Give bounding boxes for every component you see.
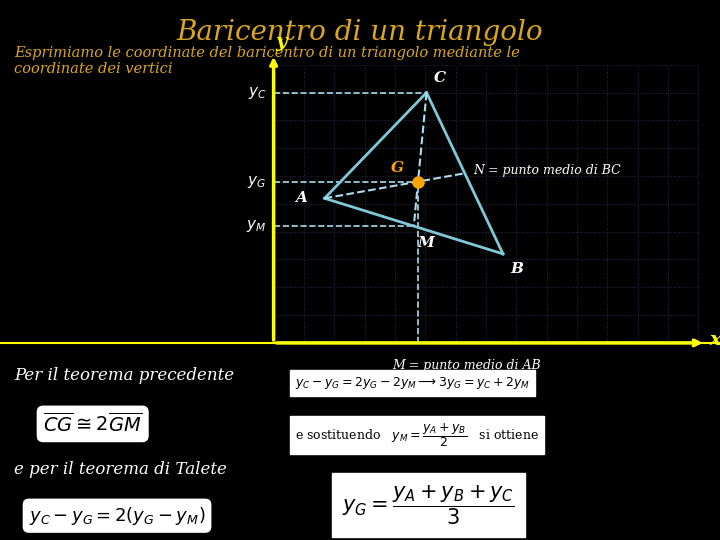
Text: y: y [275, 33, 287, 51]
Text: M: M [418, 236, 434, 250]
Text: G: G [391, 161, 404, 175]
Text: Per il teorema precedente: Per il teorema precedente [14, 367, 235, 384]
Text: $y_G$: $y_G$ [247, 173, 266, 190]
Text: $y_G = \dfrac{y_A + y_B + y_C}{3}$: $y_G = \dfrac{y_A + y_B + y_C}{3}$ [342, 483, 515, 526]
Text: B: B [510, 262, 523, 276]
Text: x: x [709, 331, 720, 349]
Text: Esprimiamo le coordinate del baricentro di un triangolo mediante le
coordinate d: Esprimiamo le coordinate del baricentro … [14, 46, 520, 76]
Text: $y_C$: $y_C$ [248, 85, 266, 100]
Text: $y_M$: $y_M$ [246, 218, 266, 234]
Text: $y_C - y_G = 2(y_G - y_M)$: $y_C - y_G = 2(y_G - y_M)$ [29, 505, 205, 526]
Text: e per il teorema di Talete: e per il teorema di Talete [14, 461, 228, 478]
Text: Baricentro di un triangolo: Baricentro di un triangolo [176, 19, 544, 46]
Text: M = punto medio di AB: M = punto medio di AB [392, 359, 541, 372]
Text: C: C [433, 71, 446, 84]
Text: A: A [294, 191, 307, 205]
Text: e sostituendo   $y_M = \dfrac{y_A + y_B}{2}$   si ottiene: e sostituendo $y_M = \dfrac{y_A + y_B}{2… [295, 421, 539, 449]
Text: $\overline{CG} \cong 2\overline{GM}$: $\overline{CG} \cong 2\overline{GM}$ [43, 412, 143, 436]
Text: $y_C - y_G = 2y_G - 2y_M \longrightarrow 3y_G = y_C + 2y_M$: $y_C - y_G = 2y_G - 2y_M \longrightarrow… [295, 375, 530, 391]
Text: N = punto medio di BC: N = punto medio di BC [474, 164, 621, 177]
